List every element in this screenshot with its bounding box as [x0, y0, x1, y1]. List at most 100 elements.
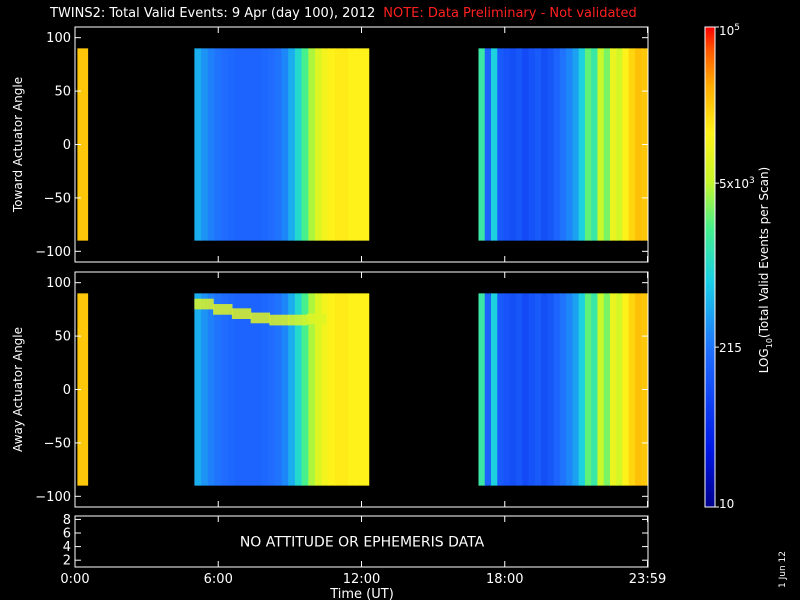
heat-column: [547, 293, 555, 486]
heat-column: [281, 48, 289, 241]
heat-column: [221, 48, 229, 241]
heat-column: [234, 293, 242, 486]
data-block-0: [77, 293, 89, 486]
data-block-0: [77, 48, 89, 241]
heat-column: [301, 48, 309, 241]
heat-band: [194, 298, 214, 310]
heat-column: [547, 48, 555, 241]
heat-column: [288, 48, 296, 241]
heat-column: [355, 293, 363, 486]
heat-column: [361, 48, 370, 241]
heat-band: [231, 308, 252, 319]
heat-column: [509, 48, 517, 241]
x-axis-label: Time (UT): [329, 587, 394, 600]
y-axis-label: Away Actuator Angle: [11, 327, 25, 452]
y-tick-label: 50: [54, 330, 71, 345]
away-angle-panel: Away Actuator Angle 100 50 0 −50 −100: [11, 271, 649, 508]
heat-column: [207, 293, 216, 486]
heat-column: [553, 48, 561, 241]
heat-column: [635, 293, 642, 486]
heat-column: [301, 293, 309, 486]
heat-column: [528, 48, 536, 241]
y-tick-label: 6: [63, 527, 71, 542]
heat-column: [528, 293, 536, 486]
heat-column: [578, 48, 586, 241]
colorbar: 10 215 5x103 105 LOG10(Total Valid Events pe…: [704, 23, 774, 511]
heat-column: [628, 293, 636, 486]
heat-column: [584, 293, 592, 486]
heat-column: [268, 293, 276, 486]
heat-column: [321, 48, 330, 241]
heat-column: [294, 48, 303, 241]
heat-column: [201, 48, 209, 241]
heat-column: [503, 293, 511, 486]
heat-band: [250, 312, 271, 324]
heat-column: [261, 48, 269, 241]
heat-column: [622, 293, 630, 486]
heat-column: [559, 293, 567, 486]
heat-column: [214, 293, 222, 486]
heat-column: [609, 293, 617, 486]
heat-column: [509, 293, 517, 486]
heat-column: [227, 293, 236, 486]
heat-column: [534, 293, 542, 486]
heat-column: [315, 293, 323, 486]
heat-column: [628, 48, 636, 241]
heat-column: [234, 48, 242, 241]
heat-column: [341, 293, 350, 486]
y-tick-label: −100: [35, 245, 71, 260]
toward-angle-panel: Toward Actuator Angle 100 50 0 −50 −100: [11, 26, 649, 263]
heat-column: [194, 293, 202, 486]
x-tick-label: 6:00: [204, 572, 233, 587]
heat-column: [522, 48, 530, 241]
y-tick-label: 0: [63, 383, 71, 398]
heat-column: [201, 293, 209, 486]
heat-column: [484, 293, 492, 486]
heat-column: [503, 48, 511, 241]
heat-column: [227, 48, 236, 241]
x-tick-label: 0:00: [60, 572, 89, 587]
heat-band: [306, 313, 327, 325]
heat-column: [274, 48, 283, 241]
heat-column: [321, 293, 330, 486]
x-tick-label: 18:00: [486, 572, 523, 587]
heat-column: [591, 48, 599, 241]
y-tick-label: −50: [44, 191, 71, 206]
colorbar-tick-label: 105: [719, 23, 740, 38]
date-stamp: 1 Jun 12: [778, 551, 788, 588]
heat-column: [491, 48, 498, 241]
y-axis-label: Toward Actuator Angle: [11, 77, 25, 213]
heat-column: [497, 48, 505, 241]
heat-column: [516, 48, 523, 241]
x-tick-label: 23:59: [629, 572, 666, 587]
colorbar-scale: [704, 26, 716, 508]
heat-column: [622, 48, 630, 241]
y-tick-label: 100: [46, 31, 71, 46]
heat-column: [497, 293, 505, 486]
heat-column: [207, 48, 216, 241]
heat-column: [274, 293, 283, 486]
heat-column: [616, 293, 624, 486]
heat-column: [221, 293, 229, 486]
y-tick-label: 50: [54, 85, 71, 100]
heat-column: [288, 293, 296, 486]
heat-column: [294, 293, 303, 486]
heat-column: [281, 293, 289, 486]
heat-column: [261, 293, 269, 486]
heat-column: [254, 293, 263, 486]
heat-column: [553, 293, 561, 486]
heat-band: [269, 314, 289, 326]
heat-column: [559, 48, 567, 241]
heat-column: [348, 48, 356, 241]
y-tick-label: 100: [46, 276, 71, 291]
colorbar-tick-label: 10: [719, 497, 734, 511]
time-axis: 0:00 6:00 12:00 18:00 23:59 Time (UT): [60, 572, 666, 600]
heat-column: [328, 48, 336, 241]
heat-column: [241, 48, 249, 241]
preliminary-note: NOTE: Data Preliminary - Not validated: [383, 6, 637, 21]
heat-column: [214, 48, 222, 241]
heat-column: [541, 48, 548, 241]
heat-column: [335, 293, 343, 486]
